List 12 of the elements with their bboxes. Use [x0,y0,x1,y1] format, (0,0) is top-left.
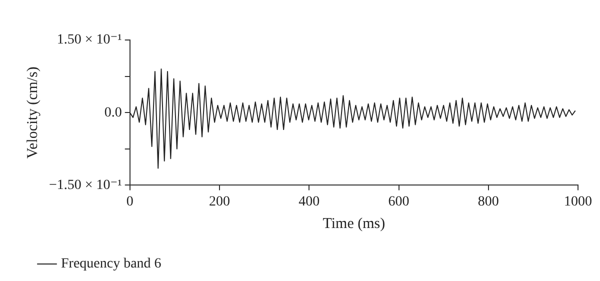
x-tick-label: 1000 [564,194,592,210]
y-tick-label: −1.50 × 10⁻¹ [48,178,122,193]
y-tick-label: 1.50 × 10⁻¹ [56,32,122,48]
legend-label: Frequency band 6 [61,256,162,272]
x-tick-label: 600 [388,194,410,210]
y-tick-label: 0.0 [104,105,122,120]
y-axis-title: Velocity (cm/s) [24,66,41,159]
x-tick-label: 0 [126,194,134,210]
x-tick-label: 800 [478,194,499,210]
x-axis-title: Time (ms) [322,216,386,232]
x-tick-label: 200 [209,194,230,210]
x-tick-label: 400 [298,194,320,210]
